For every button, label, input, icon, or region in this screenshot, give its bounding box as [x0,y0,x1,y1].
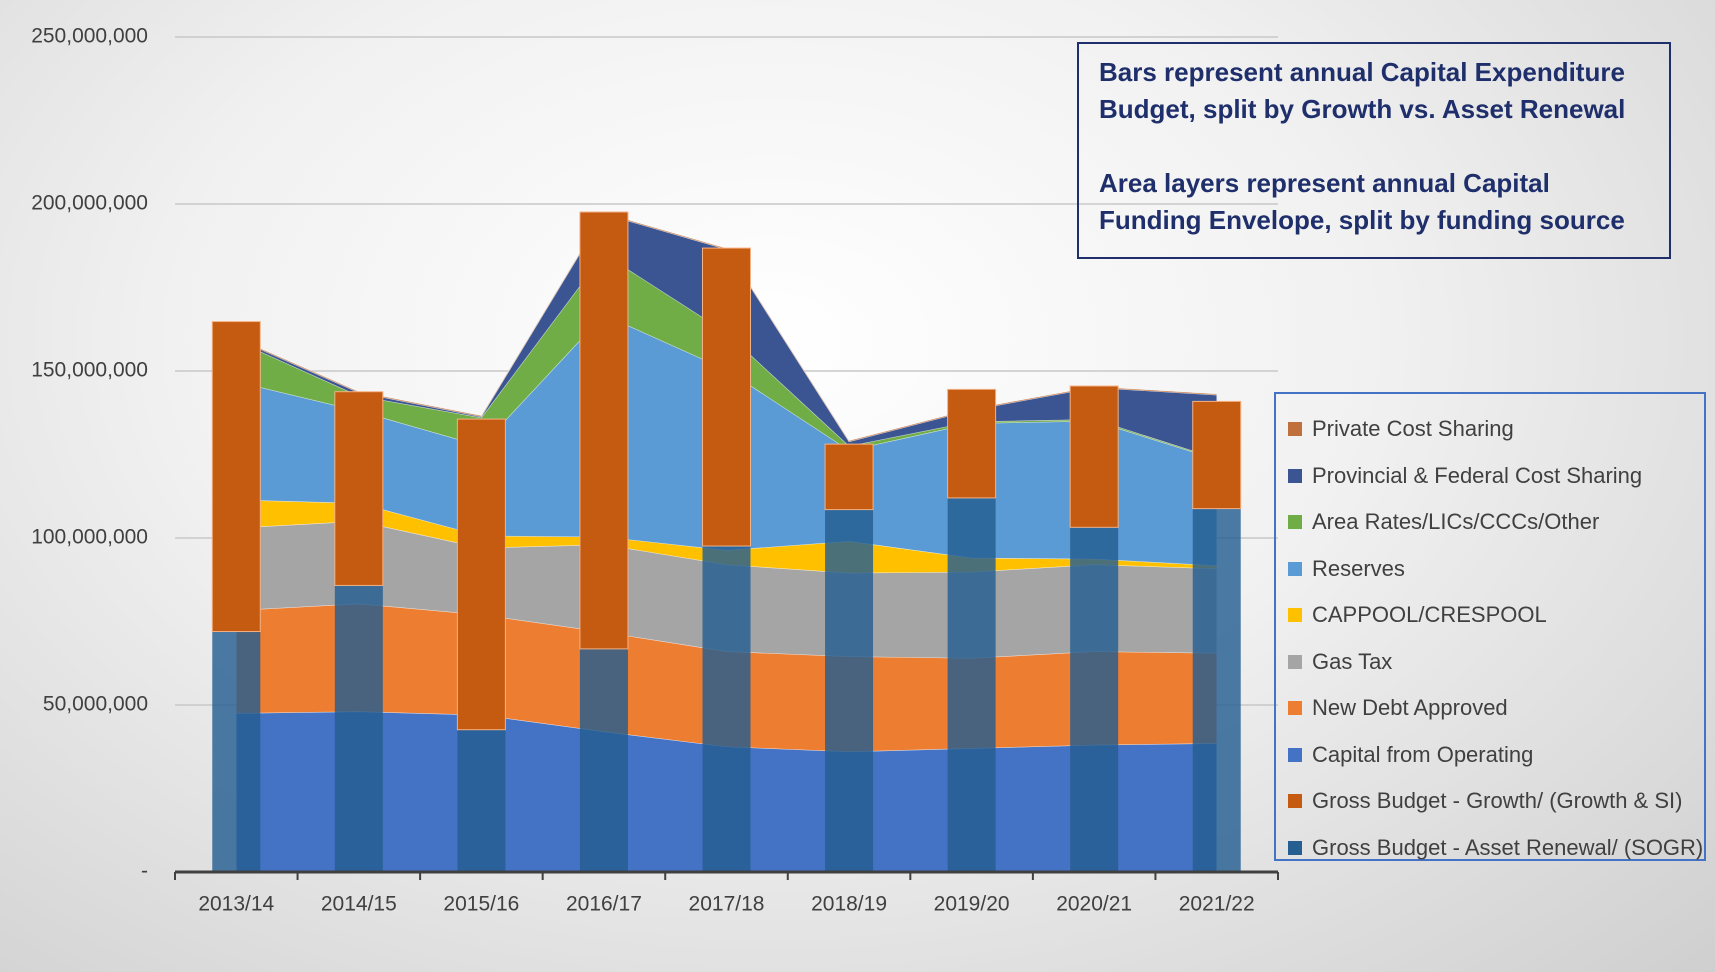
legend-swatch [1288,654,1302,669]
y-tick-label: - [141,860,148,883]
legend-label: CAPPOOL/CRESPOOL [1312,602,1547,628]
legend-label: Gross Budget - Growth/ (Growth & SI) [1312,788,1683,814]
legend-swatch [1288,747,1302,762]
legend-item: CAPPOOL/CRESPOOL [1276,592,1704,639]
legend-label: Provincial & Federal Cost Sharing [1312,462,1643,488]
x-tick-label: 2013/14 [198,893,274,916]
bar [702,546,751,872]
legend-swatch [1288,515,1302,530]
y-tick-label: 150,000,000 [31,359,148,382]
legend-label: New Debt Approved [1312,695,1508,721]
bar [947,388,997,499]
bar [212,631,261,872]
bar [457,729,506,872]
annotation: Bars represent annual Capital Expenditur… [1099,57,1626,124]
bar [1069,385,1119,528]
legend-item: Provincial & Federal Cost Sharing [1276,453,1704,500]
legend-item: Capital from Operating [1276,732,1704,779]
x-tick-label: 2019/20 [934,893,1010,916]
legend-item: Private Cost Sharing [1276,406,1704,453]
legend-label: Reserves [1312,555,1405,581]
x-tick-label: 2017/18 [689,893,765,916]
bar [334,391,384,586]
x-tick-label: 2015/16 [443,893,519,916]
y-tick-label: 50,000,000 [43,693,148,716]
legend-swatch [1288,422,1302,437]
bar [1070,527,1119,872]
legend-swatch [1288,561,1302,576]
bar [1192,508,1241,872]
bar [456,418,506,731]
x-tick-label: 2020/21 [1056,893,1132,916]
legend-item: Reserves [1276,546,1704,593]
legend-label: Gross Budget - Asset Renewal/ (SOGR) [1312,834,1704,860]
x-tick-label: 2021/22 [1179,893,1255,916]
bar [825,509,874,872]
bar [824,443,874,511]
y-tick-label: 100,000,000 [31,526,148,549]
bar [947,497,996,872]
legend-item: New Debt Approved [1276,685,1704,732]
legend-swatch [1288,701,1302,716]
legend-swatch [1288,840,1302,855]
x-tick-label: 2018/19 [811,893,887,916]
bar [579,211,629,650]
bar [579,648,628,872]
bar [702,247,751,547]
legend: Private Cost Sharing Provincial & Federal… [1274,392,1706,861]
bar [1192,400,1242,510]
y-tick-label: 200,000,000 [31,192,148,215]
annotation: Area layers represent annual Capital Fun… [1099,168,1625,235]
x-tick-label: 2014/15 [321,893,397,916]
legend-item: Gross Budget - Asset Renewal/ (SOGR) [1276,825,1704,872]
x-tick-label: 2016/17 [566,893,642,916]
bar [334,585,383,872]
legend-item: Gas Tax [1276,639,1704,686]
legend-swatch [1288,468,1302,483]
bar [211,321,261,633]
legend-swatch [1288,794,1302,809]
legend-label: Gas Tax [1312,648,1393,674]
legend-label: Area Rates/LICs/CCCs/Other [1312,509,1600,535]
legend-swatch [1288,608,1302,623]
legend-item: Gross Budget - Growth/ (Growth & SI) [1276,778,1704,825]
y-tick-label: 250,000,000 [31,25,148,48]
legend-label: Private Cost Sharing [1312,416,1514,442]
annotation-box: Bars represent annual Capital Expenditur… [1077,42,1671,259]
legend-item: Area Rates/LICs/CCCs/Other [1276,499,1704,546]
legend-label: Capital from Operating [1312,741,1534,767]
